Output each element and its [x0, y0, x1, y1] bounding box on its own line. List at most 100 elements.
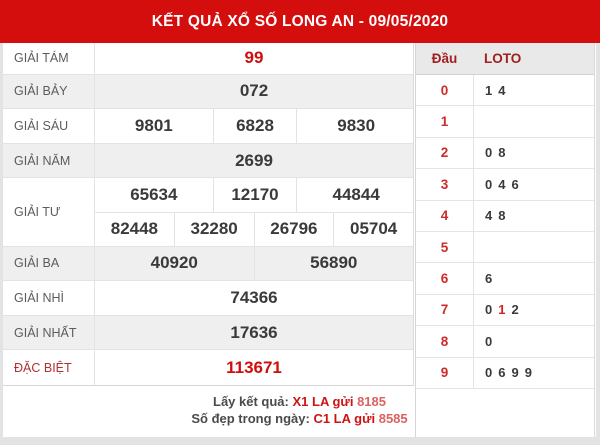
loto-head-digit: 2: [416, 137, 474, 169]
loto-col-header-dau: Đầu: [431, 51, 458, 66]
results-table: GIẢI TÁM 99 GIẢI BẢY 072 GIẢI SÁU 9801 6828 983…: [3, 43, 414, 386]
loto-digit: 0: [485, 145, 493, 161]
loto-digit: 1: [498, 302, 506, 318]
loto-digit: 9: [524, 365, 532, 381]
loto-digit: 4: [498, 176, 506, 192]
prize-value: 9830: [296, 109, 415, 143]
loto-digit: 9: [511, 365, 519, 381]
prize-value-line: 2699: [95, 144, 413, 178]
prize-value-line: 113671: [95, 350, 413, 385]
prize-value: 113671: [226, 357, 282, 377]
prize-values: 99: [95, 43, 413, 74]
sms-result-code: X1 LA gửi: [292, 394, 354, 409]
loto-digit: 4: [498, 82, 506, 98]
loto-head-digit: 1: [416, 106, 474, 137]
prize-value: 072: [239, 81, 269, 101]
loto-digit: 6: [498, 365, 506, 381]
loto-digit: 8: [498, 145, 506, 161]
prize-label: GIẢI TƯ: [3, 178, 95, 246]
result-row: GIẢI NHẤT 17636: [3, 315, 413, 351]
result-row: GIẢI BẢY 072: [3, 74, 413, 110]
loto-head-digit: 6: [416, 263, 474, 294]
prize-values: 113671: [95, 350, 413, 385]
prize-value: 26796: [253, 212, 334, 246]
loto-digit: 0: [485, 176, 493, 192]
loto-table-header: Đầu LOTO: [416, 43, 594, 75]
prize-values: 9801 6828 9830: [95, 109, 413, 143]
loto-head-digit: 0: [416, 75, 474, 106]
prize-value: 17636: [230, 322, 278, 342]
prize-value-line: 17636: [95, 316, 413, 350]
prize-label: ĐẶC BIỆT: [3, 350, 95, 385]
result-row: GIẢI SÁU 9801 6828 9830: [3, 109, 413, 144]
sms-lucky-prefix: Số đẹp trong ngày:: [191, 411, 310, 426]
prize-values: 40920 56890: [95, 246, 413, 281]
prize-label: GIẢI TÁM: [3, 43, 95, 74]
page-title: KẾT QUẢ XỔ SỐ LONG AN - 09/05/2020: [0, 0, 600, 43]
sms-result-number: 8185: [357, 394, 386, 409]
prize-value-line: 74366: [95, 281, 413, 315]
prize-value-line: 40920 56890: [95, 246, 413, 281]
prize-value-line: 072: [95, 75, 413, 109]
loto-digit: 6: [511, 176, 519, 192]
loto-digits: 0: [474, 326, 594, 356]
prize-value: 2699: [235, 150, 273, 170]
loto-digit: 6: [485, 271, 493, 287]
loto-digit: 0: [485, 302, 493, 318]
prize-label: GIẢI BA: [3, 246, 95, 281]
loto-digit: 8: [498, 208, 506, 224]
loto-head-digit: 5: [416, 231, 474, 263]
loto-row: 5: [416, 231, 594, 264]
prize-values: 65634 12170 44844 82448 32280 26796 05704: [95, 178, 415, 246]
result-row: ĐẶC BIỆT 113671: [3, 350, 413, 385]
result-row: GIẢI NĂM 2699: [3, 143, 413, 179]
loto-col-header-loto: LOTO: [484, 51, 522, 66]
prize-value: 44844: [296, 178, 415, 212]
sms-line-result: Lấy kết quả: X1 LA gửi 8185: [3, 393, 596, 410]
prize-label: GIẢI BẢY: [3, 74, 95, 109]
loto-head-digit: 7: [416, 294, 474, 326]
prize-values: 072: [95, 75, 413, 109]
prize-label: GIẢI SÁU: [3, 109, 95, 143]
prize-values: 74366: [95, 281, 413, 315]
prize-value: 6828: [212, 109, 297, 143]
result-row: GIẢI TÁM 99: [3, 43, 413, 75]
prize-value-line: 9801 6828 9830: [95, 109, 413, 143]
loto-row: 1: [416, 106, 594, 138]
prize-value-line: 82448 32280 26796 05704: [95, 211, 413, 246]
prize-value: 12170: [212, 178, 297, 212]
prize-value: 32280: [173, 212, 254, 246]
prize-label: GIẢI NĂM: [3, 143, 95, 178]
prize-value-line: 65634 12170 44844: [95, 178, 415, 212]
prize-value: 99: [244, 48, 264, 68]
prize-values: 17636: [95, 316, 413, 350]
loto-digit: 1: [485, 82, 493, 98]
loto-head-digit: 9: [416, 357, 474, 388]
loto-digit: 0: [485, 333, 493, 349]
prize-value: 05704: [333, 212, 413, 246]
prize-value-line: 99: [95, 43, 413, 74]
prize-label: GIẢI NHÌ: [3, 281, 95, 315]
result-row: GIẢI BA 40920 56890: [3, 246, 413, 282]
sms-lucky-code: C1 LA gửi: [313, 411, 376, 426]
prize-value: 74366: [230, 288, 278, 307]
prize-value: 65634: [130, 184, 178, 204]
loto-digits: [474, 106, 594, 136]
prize-value: 40920: [150, 253, 198, 273]
prize-value: 9801: [134, 116, 173, 136]
sms-line-lucky: Số đẹp trong ngày: C1 LA gửi 8585: [3, 410, 596, 427]
result-row: GIẢI TƯ 65634 12170 44844 82448 32280 26796 057…: [3, 178, 415, 247]
loto-digit: 0: [485, 365, 493, 381]
